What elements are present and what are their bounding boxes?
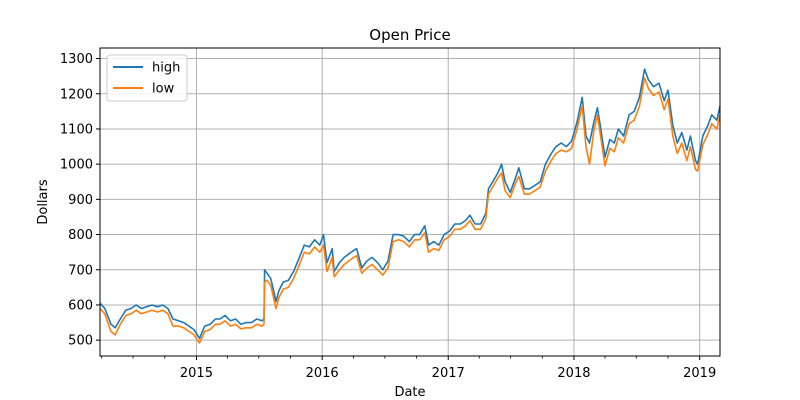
x-tick-label: 2015	[180, 366, 213, 381]
series-layer	[99, 68, 721, 344]
x-axis-label: Date	[394, 385, 425, 400]
x-tick-label: 2017	[432, 366, 465, 381]
y-tick-label: 1000	[60, 158, 93, 173]
y-tick-label: 900	[68, 193, 93, 208]
legend-label-high: high	[152, 61, 180, 76]
y-tick-label: 1100	[60, 122, 93, 137]
x-tick-label: 2019	[683, 366, 716, 381]
legend: high low	[106, 54, 188, 102]
x-tick-label: 2018	[557, 366, 590, 381]
y-tick-label: 1300	[60, 52, 93, 67]
y-axis-label: Dollars	[36, 179, 51, 224]
y-tick-label: 1200	[60, 87, 93, 102]
legend-label-low: low	[152, 82, 175, 97]
series-line-high	[99, 68, 721, 340]
plot-frame	[99, 47, 721, 357]
tick-layer: 500 600 700 800 900 1000 1100 1200 1300 2015 2016 2…	[60, 52, 716, 381]
series-line-low	[99, 77, 721, 344]
y-tick-label: 700	[68, 263, 93, 278]
x-tick-label: 2016	[306, 366, 339, 381]
y-tick-label: 800	[68, 228, 93, 243]
chart-title: Open Price	[369, 26, 450, 44]
y-tick-label: 600	[68, 298, 93, 313]
grid-layer	[100, 48, 720, 356]
y-tick-label: 500	[68, 334, 93, 349]
